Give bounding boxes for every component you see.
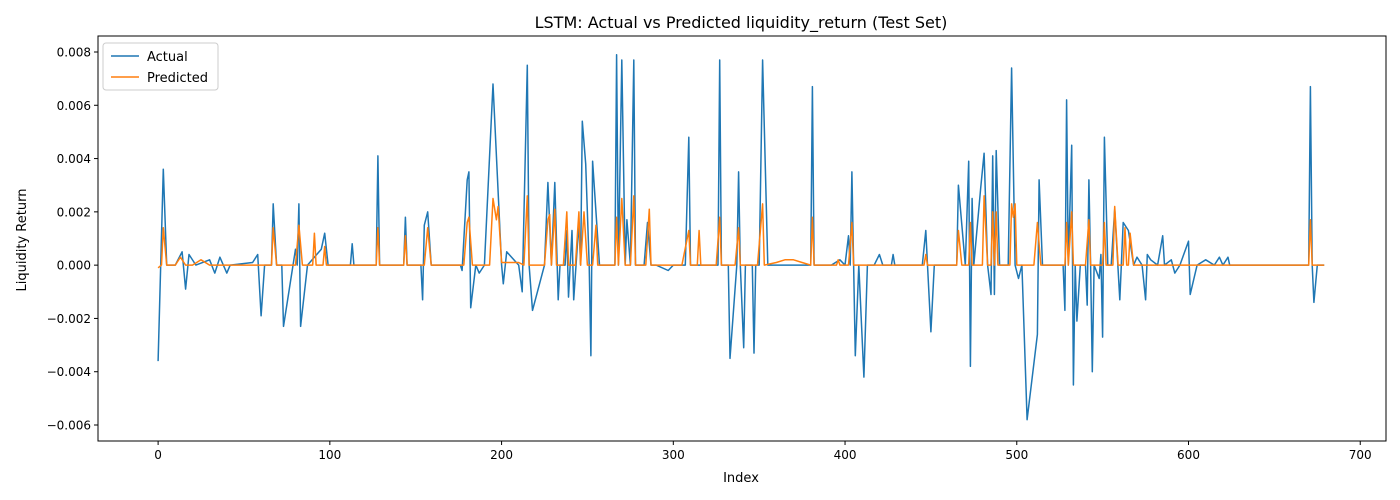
y-tick-label: 0.002: [57, 205, 91, 219]
legend-predicted-label: Predicted: [147, 71, 208, 86]
x-tick-label: 300: [662, 448, 685, 462]
series-layer: [157, 53, 1325, 421]
y-tick-label: 0.006: [57, 99, 91, 113]
legend-box: [102, 42, 219, 91]
y-axis-label: Liquidity Return: [15, 189, 30, 292]
x-tick-label: 700: [1349, 448, 1372, 462]
x-tick-label: 200: [490, 448, 513, 462]
y-tick-label: 0.004: [57, 152, 91, 166]
y-tick-label: −0.002: [47, 312, 91, 326]
y-axis-ticks: −0.006 −0.004 −0.002 0.000 0.002 0.004 0.006 0.…: [47, 45, 98, 433]
x-axis-label: Index: [723, 471, 759, 486]
series-line-predicted: [157, 195, 1325, 269]
x-tick-label: 500: [1005, 448, 1028, 462]
x-axis-ticks: 0 100 200 300 400 500 600 700: [154, 441, 1372, 462]
legend-actual-label: Actual: [147, 50, 188, 65]
x-tick-label: 400: [834, 448, 857, 462]
y-tick-label: −0.006: [47, 419, 91, 433]
y-tick-label: −0.004: [47, 365, 91, 379]
x-tick-label: 100: [318, 448, 341, 462]
x-tick-label: 600: [1177, 448, 1200, 462]
plot-frame: [97, 35, 1387, 442]
y-tick-label: 0.000: [57, 259, 91, 273]
chart-title: LSTM: Actual vs Predicted liquidity_retu…: [535, 13, 948, 33]
x-tick-label: 0: [154, 448, 162, 462]
legend: Actual Predicted: [102, 42, 219, 91]
y-tick-label: 0.008: [57, 45, 91, 59]
